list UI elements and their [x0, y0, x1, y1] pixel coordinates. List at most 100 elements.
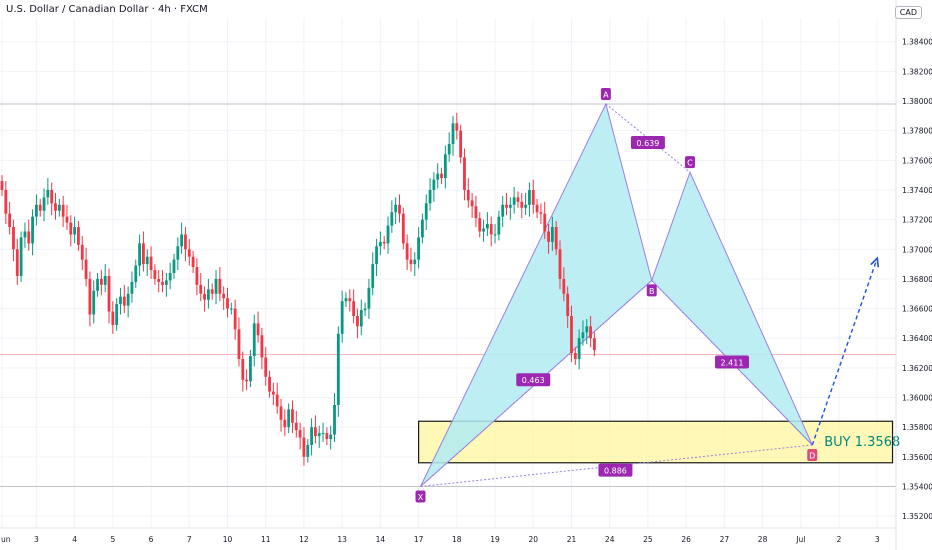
candle: [191, 250, 195, 273]
time-tick-label: 4: [72, 535, 77, 544]
ratio-label-text: 0.639: [636, 139, 659, 148]
candle: [329, 425, 333, 450]
price-axis[interactable]: 1.38400 1.38200 1.38000 1.37800 1.37600 1.374…: [895, 0, 932, 550]
pattern-point-a[interactable]: A: [600, 87, 611, 100]
chart-title: U.S. Dollar / Canadian Dollar · 4h · FXC…: [6, 4, 208, 15]
candle: [107, 268, 111, 324]
candle: [92, 280, 96, 324]
candle: [245, 369, 249, 391]
candle: [199, 273, 203, 302]
time-tick-label: 11: [261, 535, 271, 544]
candle: [138, 234, 141, 276]
candle: [485, 212, 489, 236]
projection-arrow[interactable]: [811, 257, 878, 446]
price-tick-label: 1.35200: [902, 512, 932, 521]
time-tick-label: un: [1, 535, 11, 544]
time-tick-label: Jul: [795, 535, 805, 544]
price-tick-label: 1.38000: [902, 97, 932, 106]
candle: [470, 192, 474, 219]
time-tick-label: 3: [34, 535, 39, 544]
candle: [19, 231, 23, 282]
candle: [115, 298, 119, 331]
candle: [119, 287, 122, 315]
time-tick-label: 13: [337, 535, 347, 544]
candle: [440, 167, 443, 185]
candle: [336, 326, 340, 417]
candle: [84, 247, 88, 287]
candle: [264, 347, 268, 386]
time-tick-label: 2: [837, 535, 842, 544]
candle: [524, 192, 528, 216]
candle: [233, 299, 237, 340]
candle: [65, 204, 69, 231]
time-axis[interactable]: un 3 4 5 6 7 10 11 12 13 14 17 18 19 20 21 24 25 26 27 28 Jul…: [0, 527, 896, 544]
time-tick-label: 3: [875, 535, 880, 544]
candle: [570, 305, 573, 362]
time-tick-label: 5: [110, 535, 115, 544]
candle: [134, 259, 138, 288]
candle: [294, 410, 298, 438]
candle: [57, 198, 61, 217]
price-tick-label: 1.38400: [902, 38, 932, 47]
pattern-point-x[interactable]: X: [415, 490, 426, 503]
pattern-point-c[interactable]: C: [684, 156, 695, 169]
candle: [478, 212, 482, 238]
ratio-label[interactable]: 0.463: [516, 373, 551, 387]
candle: [436, 163, 440, 189]
candle: [394, 197, 398, 225]
candle: [103, 264, 107, 293]
price-tick-label: 1.37800: [902, 127, 932, 136]
candle: [142, 231, 145, 272]
ratio-label[interactable]: 0.639: [630, 136, 665, 150]
candle: [398, 194, 401, 223]
candle: [161, 270, 164, 293]
ratio-label[interactable]: 0.886: [598, 463, 633, 477]
candle: [27, 219, 31, 251]
candle: [375, 238, 378, 276]
buy-zone[interactable]: [417, 420, 894, 464]
time-tick-label: 25: [643, 535, 653, 544]
candle: [413, 252, 417, 276]
candle: [405, 234, 409, 271]
time-tick-label: 7: [187, 535, 192, 544]
pattern-point-b[interactable]: B: [646, 284, 657, 297]
candle: [528, 182, 531, 217]
candle: [145, 249, 149, 276]
candle: [451, 115, 455, 156]
candle: [539, 203, 543, 225]
candle: [61, 195, 65, 228]
time-tick-label: 28: [758, 535, 768, 544]
candle: [69, 215, 73, 247]
ratio-label[interactable]: 2.411: [715, 355, 750, 369]
pattern-point-d[interactable]: D: [807, 448, 818, 461]
time-tick-label: 14: [376, 535, 386, 544]
time-tick-label: 26: [681, 535, 691, 544]
candle: [99, 270, 103, 296]
candle: [550, 216, 554, 251]
currency-badge[interactable]: CAD: [894, 6, 922, 19]
price-tick-label: 1.36000: [902, 394, 932, 403]
candle: [306, 439, 310, 463]
candle: [122, 284, 126, 314]
candle: [321, 422, 325, 443]
candle: [80, 235, 84, 271]
candle: [558, 240, 562, 290]
candle: [443, 145, 447, 189]
pattern-point-label: B: [649, 287, 655, 296]
candle: [497, 210, 501, 241]
candle: [50, 182, 54, 216]
candle: [111, 301, 115, 334]
candle: [581, 320, 585, 346]
price-tick-label: 1.37000: [902, 245, 932, 254]
candle: [268, 370, 271, 398]
candle: [4, 181, 8, 225]
candle: [34, 194, 38, 226]
time-tick-label: 27: [720, 535, 730, 544]
candle: [566, 286, 570, 328]
price-tick-label: 1.36400: [902, 334, 932, 343]
pattern-point-label: D: [809, 451, 815, 460]
candle: [77, 221, 80, 251]
candle: [46, 178, 50, 205]
candle: [15, 238, 19, 285]
